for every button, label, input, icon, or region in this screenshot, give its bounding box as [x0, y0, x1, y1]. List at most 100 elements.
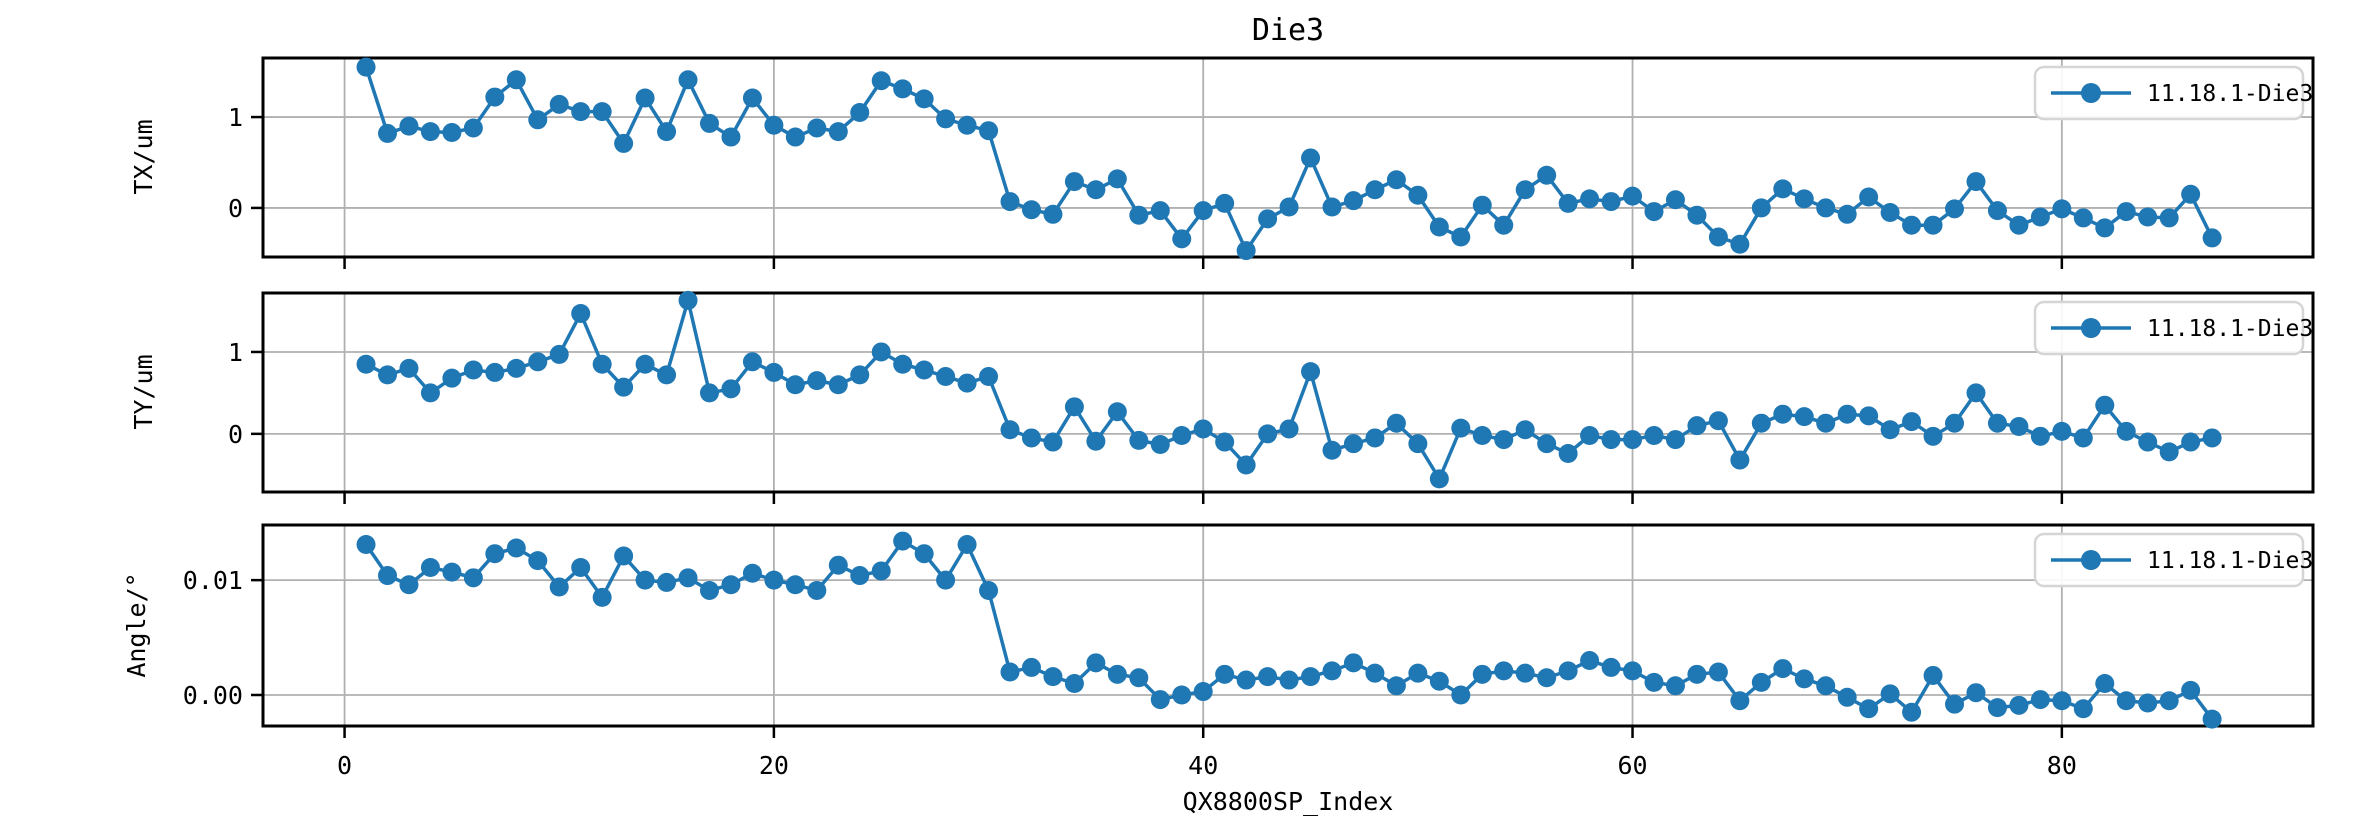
data-point-marker — [850, 566, 870, 586]
data-point-marker — [356, 57, 376, 77]
data-point-marker — [1408, 434, 1428, 454]
data-point-marker — [1386, 170, 1406, 190]
data-point-marker — [657, 365, 677, 385]
data-point-marker — [1816, 198, 1836, 218]
gridlines — [263, 293, 2313, 492]
data-point-marker — [936, 109, 956, 129]
data-point-marker — [1537, 165, 1557, 185]
data-point-marker — [2138, 432, 2158, 452]
data-point-marker — [1665, 676, 1685, 696]
data-point-marker — [2073, 699, 2093, 719]
data-point-marker — [1215, 193, 1235, 213]
data-point-marker — [1150, 690, 1170, 710]
data-point-marker — [1945, 199, 1965, 219]
data-point-marker — [957, 115, 977, 135]
data-point-marker — [1043, 667, 1063, 687]
data-point-marker — [635, 570, 655, 590]
data-point-marker — [1021, 428, 1041, 448]
data-point-marker — [2073, 208, 2093, 228]
data-point-marker — [614, 133, 634, 153]
data-point-marker — [785, 127, 805, 147]
data-point-marker — [1794, 669, 1814, 689]
data-point-marker — [549, 344, 569, 364]
data-point-marker — [399, 116, 419, 136]
data-series-line — [365, 298, 2213, 481]
data-point-marker — [1987, 413, 2007, 433]
data-point-marker — [1408, 663, 1428, 683]
data-point-marker — [1172, 229, 1192, 249]
data-point-marker — [1751, 413, 1771, 433]
data-point-marker — [2202, 428, 2222, 448]
data-point-marker — [2030, 426, 2050, 446]
data-point-marker — [1236, 670, 1256, 690]
x-axis-label: QX8800SP_Index — [1183, 787, 1394, 816]
data-point-marker — [1365, 663, 1385, 683]
data-point-marker — [1623, 186, 1643, 206]
legend: 11.18.1-Die3 — [2033, 300, 2313, 356]
data-point-marker — [1279, 419, 1299, 439]
data-point-marker — [1987, 201, 2007, 221]
data-point-marker — [1129, 205, 1149, 225]
data-point-marker — [592, 102, 612, 122]
gridlines — [263, 525, 2313, 726]
subplots-container: 0 1 11.18.1-Die3 0 1 11.18.1-Die3 0 20 40 60 80 0.0… — [183, 56, 2315, 780]
data-point-marker — [1537, 668, 1557, 688]
x-tick-label: 60 — [1617, 751, 1647, 780]
data-point-marker — [485, 544, 505, 564]
data-point-marker — [1043, 204, 1063, 224]
data-point-marker — [914, 89, 934, 109]
data-point-marker — [1258, 424, 1278, 444]
data-point-marker — [1730, 450, 1750, 470]
y-tick-label: 0 — [228, 194, 243, 223]
data-point-marker — [1816, 676, 1836, 696]
data-point-marker — [1623, 430, 1643, 450]
data-point-marker — [528, 110, 548, 130]
data-point-marker — [1172, 685, 1192, 705]
data-point-marker — [1966, 172, 1986, 192]
data-point-marker — [1343, 434, 1363, 454]
data-point-marker — [528, 551, 548, 571]
data-point-marker — [1365, 180, 1385, 200]
data-point-marker — [378, 566, 398, 586]
data-point-marker — [1902, 702, 1922, 722]
data-point-marker — [1837, 687, 1857, 707]
data-point-marker — [1494, 215, 1514, 235]
data-point-marker — [828, 122, 848, 142]
data-point-marker — [1451, 418, 1471, 438]
data-point-marker — [1236, 241, 1256, 261]
data-point-marker — [592, 354, 612, 374]
data-point-marker — [1730, 234, 1750, 254]
data-point-marker — [1343, 191, 1363, 211]
data-point-marker — [2073, 428, 2093, 448]
data-point-marker — [1472, 425, 1492, 445]
data-point-marker — [1751, 672, 1771, 692]
data-point-marker — [1236, 455, 1256, 475]
data-point-marker — [1000, 420, 1020, 440]
data-point-marker — [1064, 172, 1084, 192]
data-point-marker — [678, 70, 698, 90]
data-point-marker — [1945, 413, 1965, 433]
data-point-marker — [1215, 432, 1235, 452]
data-point-marker — [764, 570, 784, 590]
x-tick-label: 80 — [2047, 751, 2077, 780]
data-point-marker — [1107, 402, 1127, 422]
data-point-marker — [871, 342, 891, 362]
data-point-marker — [1837, 404, 1857, 424]
data-point-marker — [1923, 665, 1943, 685]
data-point-marker — [1193, 419, 1213, 439]
data-point-marker — [1086, 431, 1106, 451]
data-point-marker — [463, 118, 483, 138]
data-point-marker — [1043, 432, 1063, 452]
data-point-marker — [2052, 691, 2072, 711]
data-point-marker — [1494, 430, 1514, 450]
data-point-marker — [721, 379, 741, 399]
gridlines — [263, 58, 2313, 257]
data-point-marker — [1494, 661, 1514, 681]
data-point-marker — [699, 383, 719, 403]
data-point-marker — [1987, 698, 2007, 718]
data-point-marker — [399, 575, 419, 595]
data-point-marker — [979, 367, 999, 387]
data-point-marker — [2030, 207, 2050, 227]
data-point-marker — [2159, 691, 2179, 711]
y-axis-label-tx: TX/um — [129, 119, 158, 194]
